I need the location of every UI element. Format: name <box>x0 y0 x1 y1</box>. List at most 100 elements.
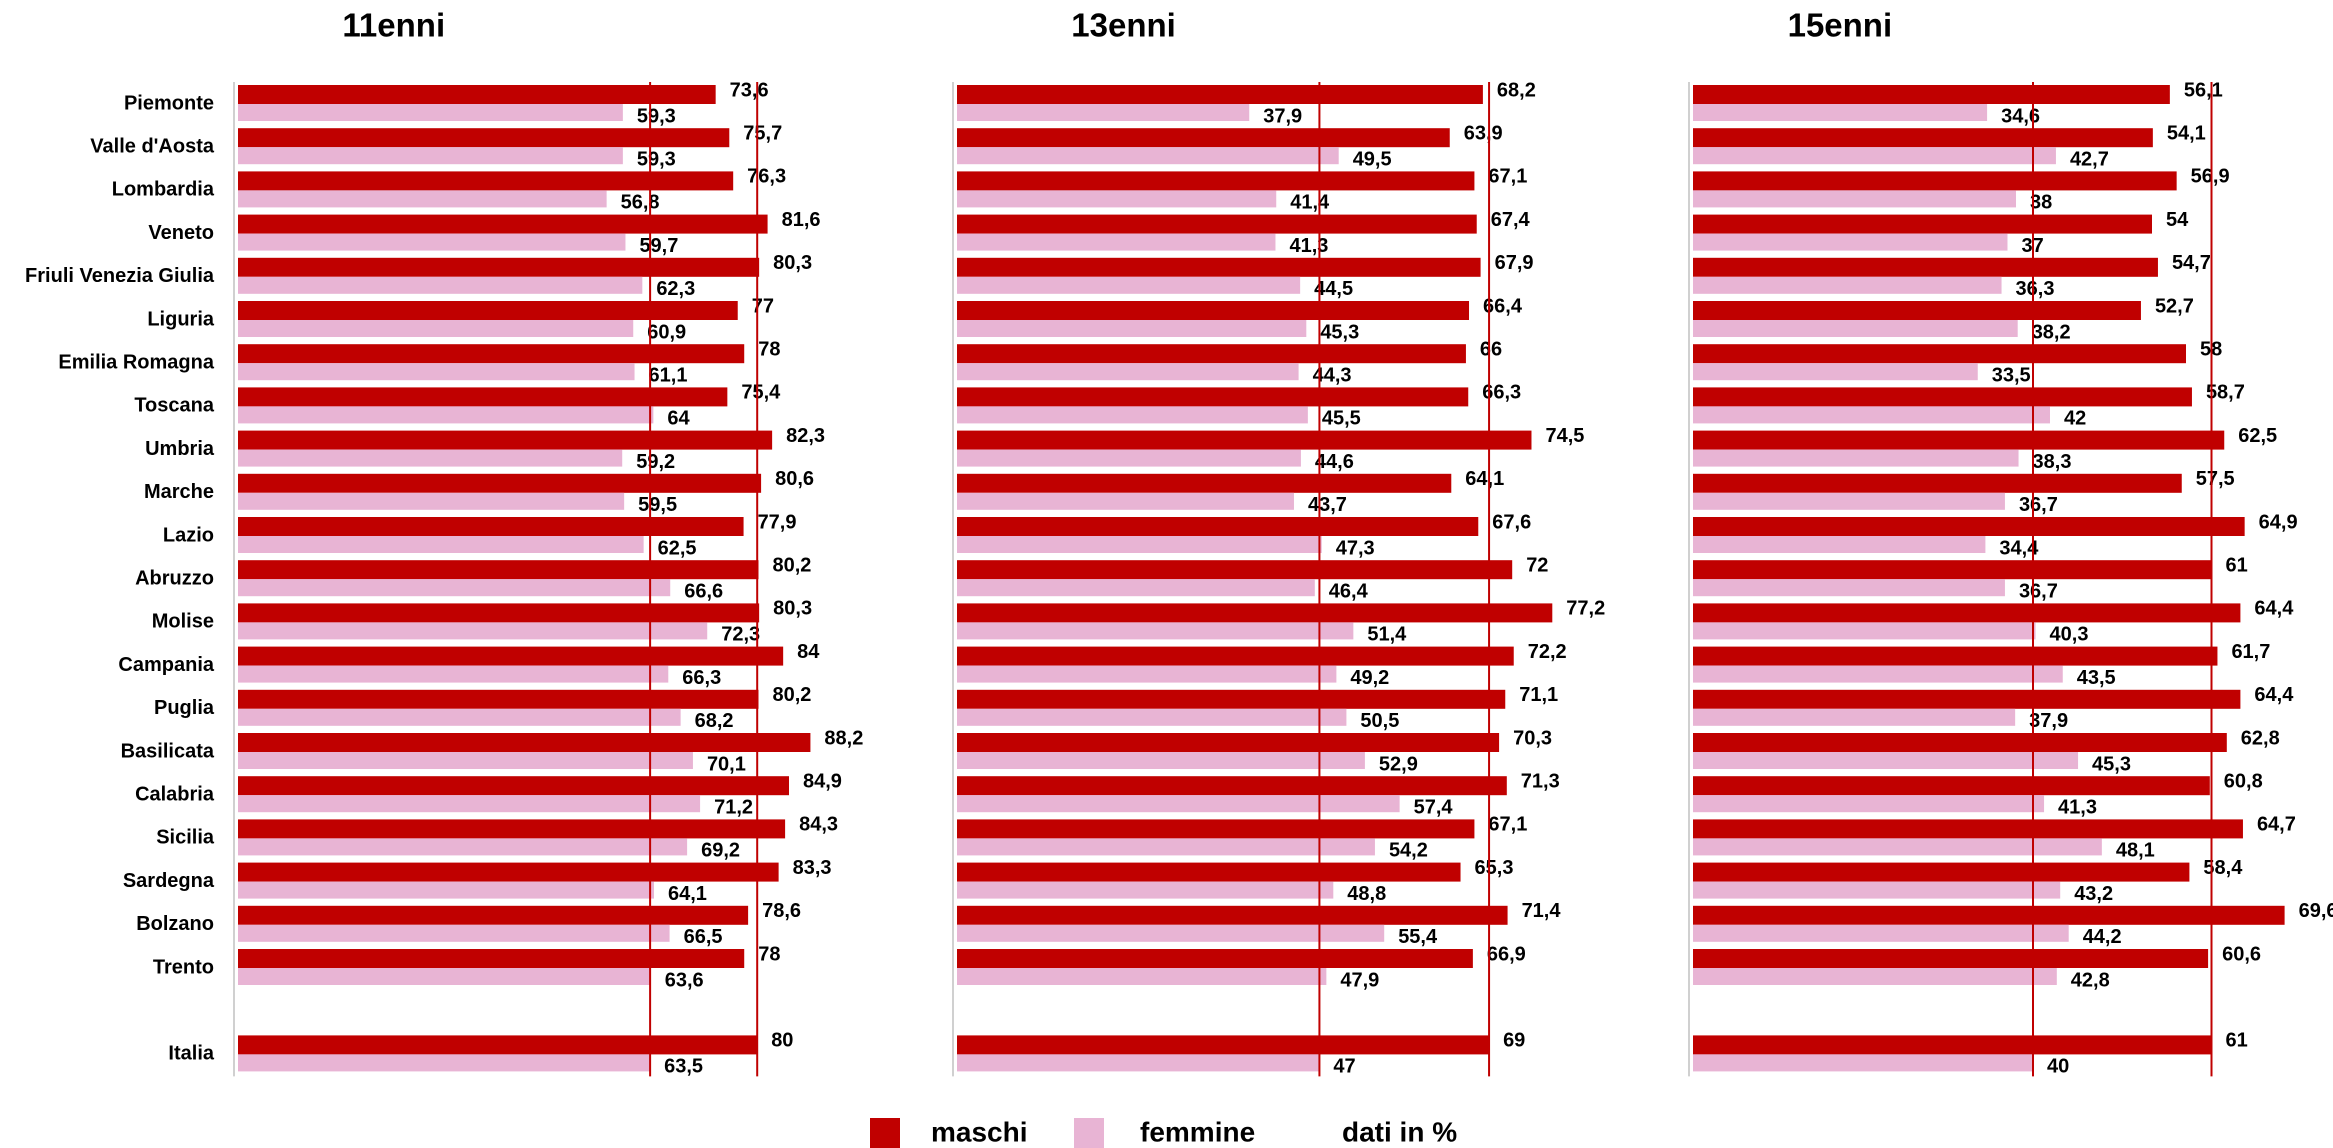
bar <box>1693 406 2050 424</box>
value-label: 41,3 <box>1289 235 1328 257</box>
category-label: Puglia <box>154 697 215 719</box>
value-label: 75,7 <box>743 122 782 144</box>
value-label: 44,6 <box>1315 451 1354 473</box>
value-label: 61,7 <box>2231 641 2270 663</box>
bar <box>957 560 1513 580</box>
value-label: 66,6 <box>684 580 723 602</box>
bar <box>957 795 1400 813</box>
value-label: 63,5 <box>664 1056 703 1078</box>
bar <box>238 387 728 407</box>
value-label: 44,2 <box>2083 926 2122 948</box>
value-label: 61 <box>2226 1030 2248 1052</box>
value-label: 43,7 <box>1308 494 1347 516</box>
value-label: 81,6 <box>782 209 821 231</box>
bar <box>238 579 671 597</box>
bar <box>1693 862 2190 882</box>
category-label: Abruzzo <box>135 567 214 589</box>
bar <box>238 147 623 165</box>
bar <box>1693 104 1988 121</box>
value-label: 41,3 <box>2058 796 2097 818</box>
value-label: 37,9 <box>2029 710 2068 732</box>
value-label: 78,6 <box>762 900 801 922</box>
category-label: Lombardia <box>112 179 215 201</box>
bar <box>238 862 779 882</box>
value-label: 40 <box>2047 1056 2069 1078</box>
bar <box>957 85 1483 104</box>
bar <box>238 838 688 856</box>
value-label: 55,4 <box>1398 926 1438 948</box>
bar <box>1693 622 2036 640</box>
category-label: Liguria <box>147 308 215 330</box>
bar <box>957 949 1473 968</box>
bar <box>1693 171 2177 191</box>
bar <box>238 536 644 553</box>
category-label: Sardegna <box>123 870 215 892</box>
category-label: Trento <box>153 956 214 978</box>
bar <box>957 665 1337 683</box>
bar <box>238 449 623 467</box>
bar <box>238 689 759 709</box>
bar <box>957 492 1294 510</box>
legend-label: femmine <box>1140 1116 1255 1147</box>
bar <box>238 214 768 234</box>
value-label: 69 <box>1503 1030 1525 1052</box>
bar <box>238 665 669 683</box>
value-label: 42,8 <box>2071 969 2110 991</box>
bar <box>1693 190 2016 208</box>
value-label: 34,4 <box>1999 537 2039 559</box>
category-label: Emilia Romagna <box>58 351 214 373</box>
bar <box>238 85 716 104</box>
bar <box>1693 646 2218 666</box>
bar <box>1693 449 2019 467</box>
value-label: 60,8 <box>2224 770 2263 792</box>
value-label: 45,5 <box>1322 408 1361 430</box>
bar <box>1693 257 2158 277</box>
value-label: 88,2 <box>824 727 863 749</box>
bar <box>238 708 681 726</box>
bar <box>1693 881 2061 899</box>
bar <box>957 301 1470 320</box>
bar <box>957 190 1277 208</box>
value-label: 66,9 <box>1487 943 1526 965</box>
bar <box>1693 949 2209 968</box>
bar <box>1693 603 2241 623</box>
value-label: 40,3 <box>2050 624 2089 646</box>
bar <box>1693 1054 2033 1072</box>
bar <box>238 171 734 191</box>
value-label: 78 <box>758 338 780 360</box>
value-label: 84,3 <box>799 814 838 836</box>
value-label: 70,1 <box>707 753 746 775</box>
bar <box>957 819 1475 839</box>
bar <box>957 233 1276 251</box>
value-label: 41,4 <box>1290 192 1330 214</box>
value-label: 77 <box>752 295 774 317</box>
value-label: 56,9 <box>2191 166 2230 188</box>
value-label: 61 <box>2226 554 2248 576</box>
value-label: 34,6 <box>2001 105 2040 127</box>
value-label: 52,9 <box>1379 753 1418 775</box>
value-label: 77,2 <box>1566 598 1605 620</box>
value-label: 69,6 <box>2299 900 2333 922</box>
legend-note: dati in % <box>1342 1116 1457 1147</box>
bar <box>238 276 643 294</box>
value-label: 45,3 <box>2092 753 2131 775</box>
bar <box>957 104 1250 121</box>
value-label: 80,2 <box>772 554 811 576</box>
value-label: 64,4 <box>2254 684 2294 706</box>
value-label: 33,5 <box>1992 364 2031 386</box>
panel-title: 15enni <box>1788 7 1893 44</box>
value-label: 71,1 <box>1519 684 1558 706</box>
bar <box>957 968 1327 985</box>
category-label: Italia <box>168 1043 214 1065</box>
legend-swatch <box>870 1118 900 1148</box>
bar <box>238 905 749 925</box>
value-label: 60,9 <box>647 321 686 343</box>
bar <box>1693 517 2245 536</box>
bar <box>1693 968 2057 985</box>
bar <box>957 838 1375 856</box>
bar <box>957 449 1301 467</box>
panel-title: 11enni <box>342 7 445 44</box>
category-label: Valle d'Aosta <box>90 135 215 157</box>
category-label: Basilicata <box>121 740 215 762</box>
bar <box>957 473 1452 493</box>
